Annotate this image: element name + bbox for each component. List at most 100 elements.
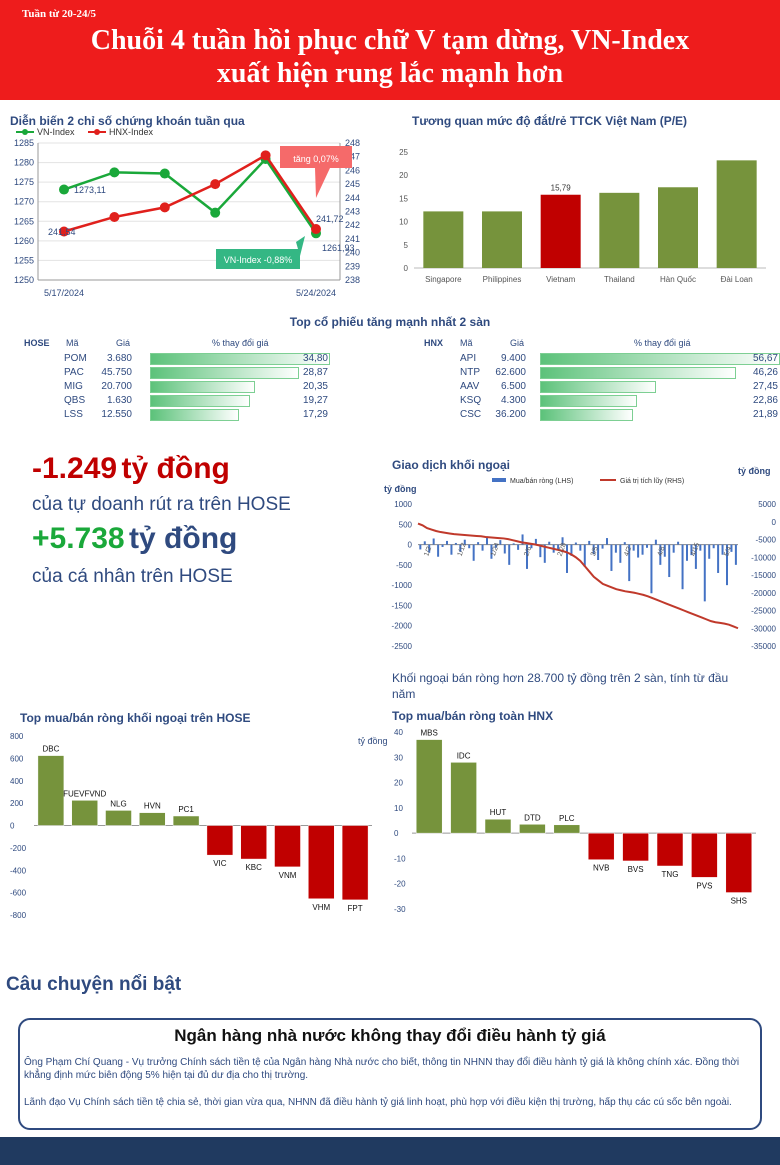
hnx-exchange-label: HNX [424,338,444,348]
hnxf-category-label: BVS [628,865,644,874]
legend-vn-label: VN-Index [37,127,75,137]
foreign-net-bar [610,544,613,571]
vn-index-point [210,207,221,218]
hnx-end-label: 241,72 [316,214,344,224]
stock-row: POM 3.680 34,80 [0,352,380,366]
up-callout-text: tăng 0,07% [293,154,339,164]
stock-price: 45.750 [101,367,132,378]
footer-bar [0,1137,780,1165]
hose-col-price: Giá [116,338,131,348]
hnxf-y-tick: 10 [394,804,403,813]
pe-category-label: Hàn Quốc [660,275,696,284]
down-callout-text: VN-Index -0,88% [224,255,293,265]
stock-code: NTP [460,367,480,378]
foreign-net-bar [459,544,462,552]
foreign-net-bar [690,544,693,556]
pe-y-tick: 20 [399,171,408,180]
pe-category-label: Thailand [604,275,635,284]
hnx-index-point [260,150,271,161]
stock-price: 4.300 [500,395,526,406]
foreign-net-bar [468,544,471,549]
up-callout-box [280,146,352,168]
hnxf-bar [656,832,684,867]
foreign-net-bar [441,544,444,548]
stock-code: API [460,353,477,364]
index-plot: 1250 1255 1260 1265 1270 1275 1280 1285 238 239 24… [14,138,360,285]
foreign-plot: 10005000-500-1000-1500-2000-250050000-50… [392,500,776,651]
hose-col-change: % thay đổi giá [212,338,269,348]
pe-bar [658,187,698,268]
hosef-bar [240,825,267,860]
foreign-net-bar [526,544,528,569]
hose-table: HOSE Mã Giá % thay đổi giá POM 3.680 34,80… [0,336,390,426]
hosef-y-tick: 0 [10,822,15,831]
story-box: Ngân hàng nhà nước không thay đổi điều h… [18,1018,762,1130]
stock-change-bar [540,381,657,393]
stock-price: 9.400 [500,353,526,364]
foreign-net-bar [668,544,671,578]
foreign-combo-chart: tỷ đồng tỷ đồng Mua/bán ròng (LHS) Giá t… [384,466,776,651]
hosef-category-label: PC1 [178,805,194,814]
hosef-bar [172,815,200,826]
pe-category-label: Đài Loan [721,275,753,284]
index-right-tick: 247 [345,152,360,162]
hnx-col-code: Mã [460,338,473,348]
hnxf-y-tick: 20 [394,779,403,788]
index-left-tick: 1270 [14,197,34,207]
hnx-start-label: 241,54 [48,227,76,237]
foreign-right-tick: 0 [772,518,776,527]
hosef-category-label: HVN [144,802,161,811]
hnx-foreign-plot: -30 -20 -10 0 10 20 30 40 MBS IDC HUT DTD PLC NVB BVS T… [394,728,756,914]
hnx-col-change: % thay đổi giá [634,338,691,348]
foreign-net-bar [659,544,662,565]
foreign-net-bar [699,544,702,551]
stock-row: NTP 62.600 46,26 [400,366,780,380]
stock-row: KSQ 4.300 22,86 [400,394,780,408]
foreign-net-bar [623,542,626,545]
stock-price: 36.200 [495,409,526,420]
foreign-net-bar [566,544,568,573]
hosef-bar [274,825,301,868]
stock-change-value: 34,80 [302,353,328,364]
foreign-net-bar [686,544,688,561]
foreign-chart-title: Giao dịch khối ngoại [392,458,511,472]
hnx-index-point [59,226,69,237]
foreign-net-bar [574,542,577,545]
foreign-net-bar [726,544,728,586]
foreign-net-bar [517,544,520,550]
foreign-net-bar [454,542,457,545]
index-legend: VN-Index HNX-Index [16,127,154,137]
foreign-net-bar [481,544,484,551]
stock-row: QBS 1.630 19,27 [0,394,380,408]
index-left-tick: 1255 [14,255,34,265]
hosef-category-label: NLG [110,799,126,808]
foreign-x-tick: 3/5 [590,546,600,558]
foreign-net-bar [677,541,680,545]
foreign-x-tick: 4/15 [690,542,701,557]
legend-cum-label: Giá trị tích lũy (RHS) [620,478,684,485]
foreign-x-tick: 4/8 [657,546,667,558]
hnxf-y-tick: 0 [394,829,399,838]
stock-code: QBS [64,395,86,406]
foreign-net-bar [721,544,724,555]
pe-category-label: Philippines [483,275,522,284]
hnx-index-point [159,202,170,213]
foreign-net-bar [694,544,697,569]
foreign-net-bar [583,544,586,567]
pe-bar [482,211,522,268]
foreign-net-bar [708,544,711,559]
foreign-right-tick: -20000 [751,589,776,598]
hose-foreign-bar-chart: -800 -600 -400 -200 0 200 400 600 800 DBC FUEVFVND… [10,732,372,920]
stock-change-bar [150,395,250,407]
stock-change-value: 19,27 [302,395,328,406]
foreign-right-tick: -35000 [751,642,776,651]
pe-y-tick: 15 [399,194,408,203]
hosef-y-tick: -200 [10,844,27,853]
hosef-y-tick: 400 [10,777,24,786]
story-para-2: Lãnh đạo Vụ Chính sách tiền tệ chia sẻ, … [24,1097,732,1108]
hose-col-code: Mã [66,338,79,348]
foreign-left-tick: 1000 [394,500,412,509]
index-right-tick: 244 [345,193,360,203]
foreign-net-bar [512,543,515,545]
hnxf-bar [553,824,581,834]
